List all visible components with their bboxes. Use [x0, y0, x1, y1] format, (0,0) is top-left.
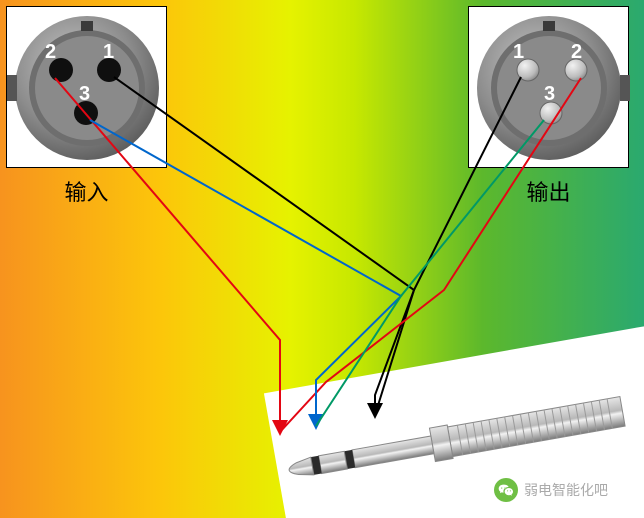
- pin-label-1: 1: [513, 41, 524, 64]
- right-connector-label: 输出: [468, 175, 629, 207]
- pin-label-3: 3: [544, 83, 555, 106]
- pin-label-1: 1: [103, 41, 114, 64]
- watermark-text: 弱电智能化吧: [524, 480, 608, 500]
- right-xlr-output: 1 2 3: [468, 6, 629, 168]
- pin-label-3: 3: [79, 83, 90, 106]
- left-xlr-input: 1 2 3: [6, 6, 167, 168]
- trs-jack-icon: [286, 395, 625, 487]
- watermark: 弱电智能化吧: [494, 478, 608, 502]
- pin-label-2: 2: [571, 41, 582, 64]
- pin-label-2: 2: [45, 41, 56, 64]
- left-connector-label: 输入: [6, 175, 167, 207]
- wechat-icon: [494, 478, 518, 502]
